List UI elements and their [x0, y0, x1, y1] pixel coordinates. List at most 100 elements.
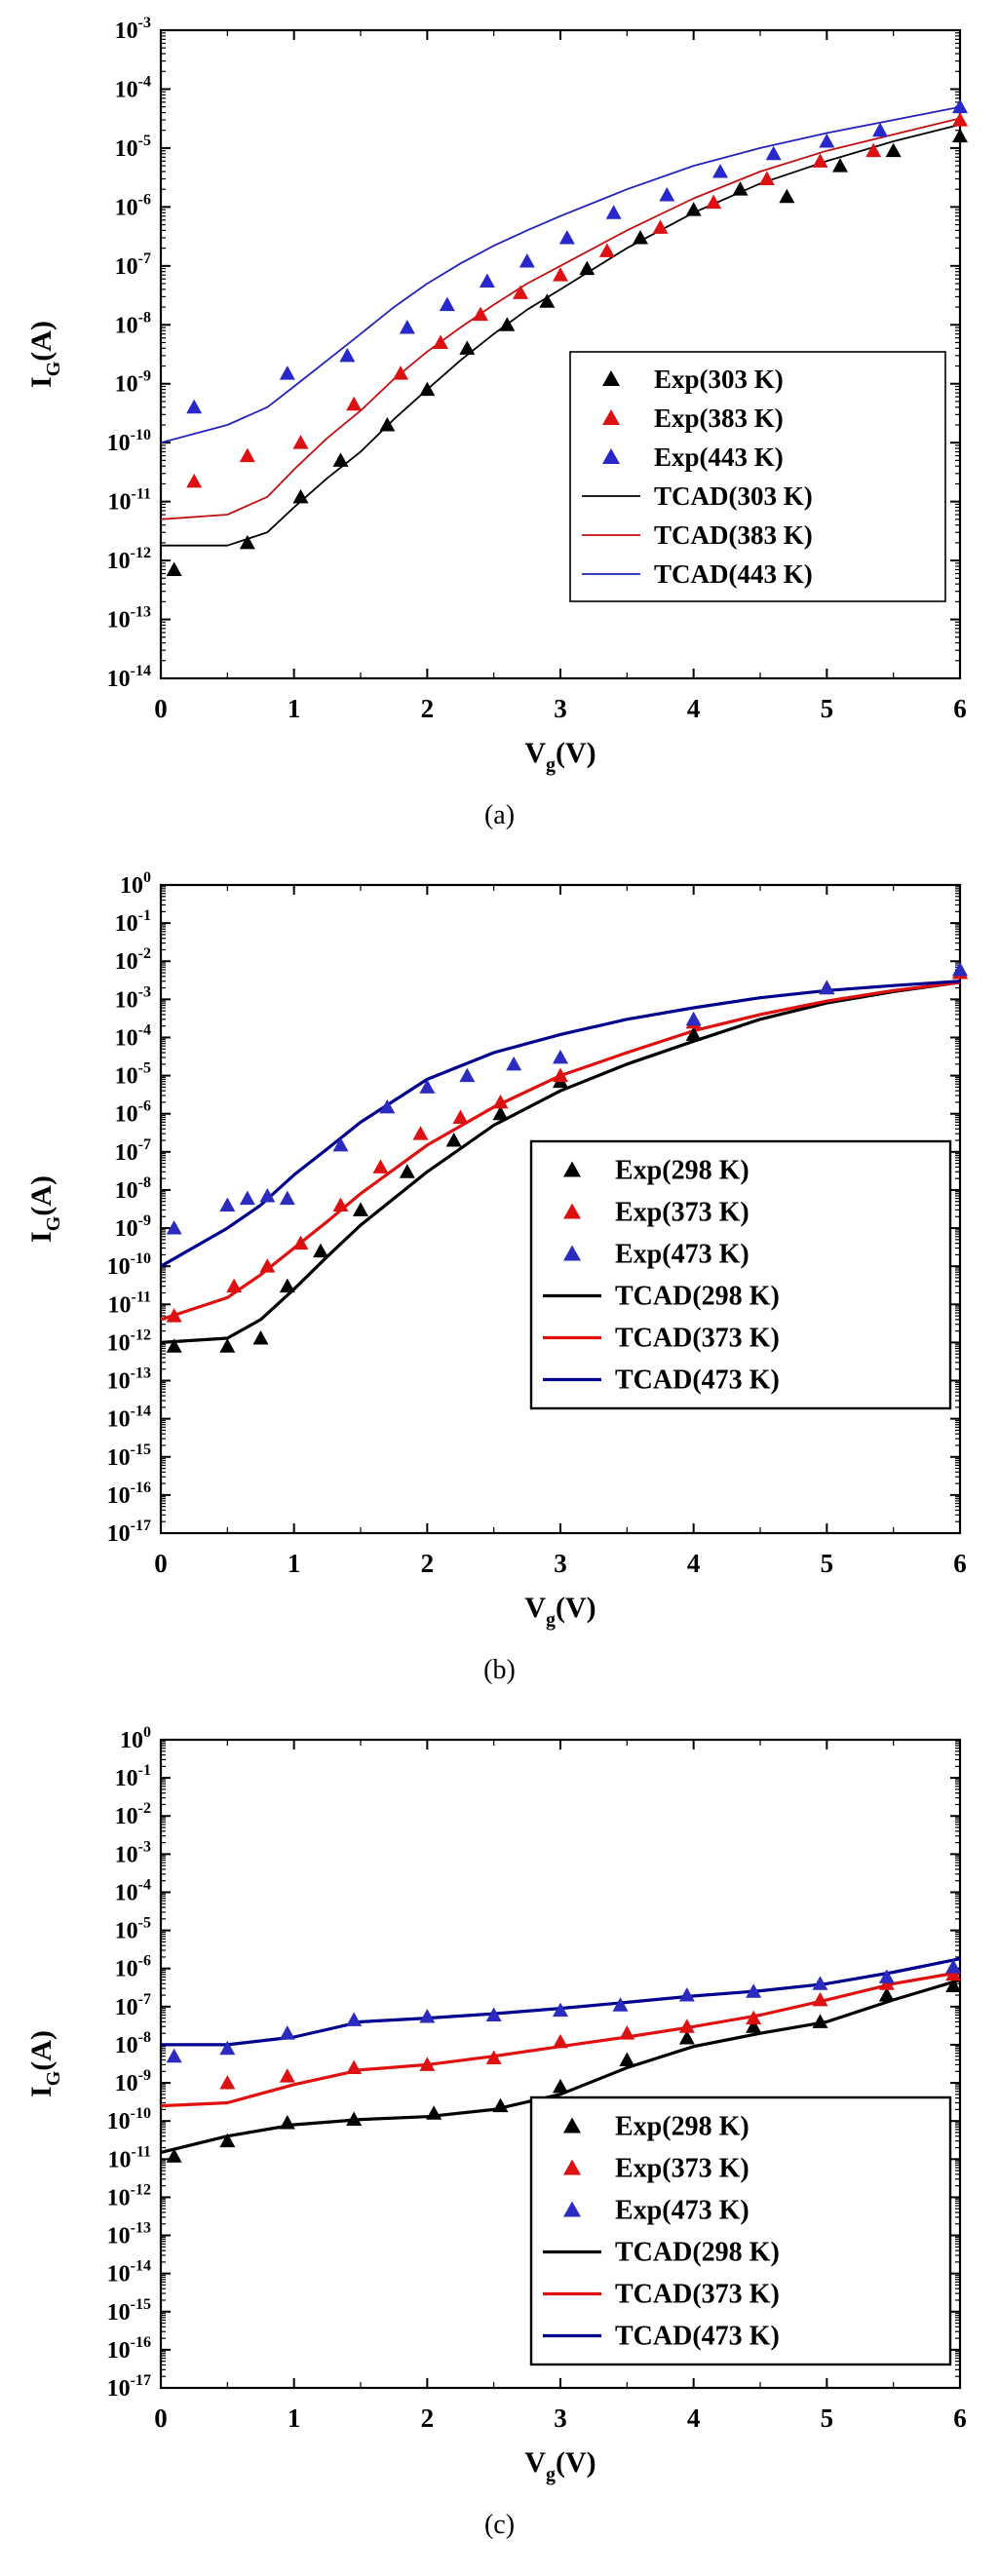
triangle-marker [553, 267, 568, 282]
y-tick-label: 10-6 [115, 1098, 151, 1128]
triangle-marker [186, 399, 203, 414]
y-tick-label: 10-14 [107, 663, 151, 692]
triangle-marker [553, 1049, 568, 1064]
axes: 10-310-410-510-610-710-810-910-1010-1110… [107, 15, 967, 723]
triangle-marker [219, 1197, 236, 1212]
y-tick-label: 10-12 [107, 2181, 151, 2211]
y-tick-label: 10-15 [107, 1442, 151, 1471]
x-tick-label: 0 [154, 1549, 168, 1578]
triangle-marker [166, 2048, 182, 2063]
triangle-marker [279, 365, 295, 380]
panel-c: 100 10-1 10-2 10-3 10-4 10-5 10-6 10-7 10-8 10-9 1… [0, 1715, 999, 2563]
y-tick-label: 10-7 [115, 1991, 151, 2020]
triangle-marker [379, 1098, 396, 1114]
legend-label: TCAD(298 K) [615, 1282, 780, 1312]
axes: 100 10-1 10-2 10-3 10-4 10-5 10-6 10-7 10-8 10-9 1… [107, 869, 967, 1578]
legend-triangle [563, 2117, 581, 2134]
triangle-marker [186, 473, 203, 488]
x-tick-label: 6 [953, 694, 967, 723]
triangle-marker [819, 980, 835, 995]
triangle-marker [332, 452, 349, 467]
x-tick-label: 2 [421, 694, 435, 723]
y-tick-label: 10-8 [115, 2029, 151, 2058]
legend-triangle [563, 1203, 581, 1219]
x-tick-label: 2 [421, 1549, 435, 1578]
triangle-marker [412, 1126, 429, 1140]
triangle-marker [612, 1997, 629, 2012]
axes: 100 10-1 10-2 10-3 10-4 10-5 10-6 10-7 10-8 10-9 1… [107, 1724, 967, 2433]
y-axis-label: IG(A) [25, 2030, 64, 2097]
triangle-marker [279, 2068, 295, 2083]
triangle-marker [292, 435, 309, 449]
triangle-marker [166, 1338, 182, 1353]
triangle-marker [553, 2033, 568, 2049]
chart-a: 10-310-410-510-610-710-810-910-1010-1110… [0, 6, 999, 786]
y-tick-label: 10-5 [115, 1060, 151, 1090]
triangle-marker [553, 1067, 568, 1083]
x-tick-label: 6 [953, 1549, 967, 1578]
triangle-marker [746, 2010, 762, 2025]
triangle-marker [239, 447, 255, 463]
y-tick-label: 10-5 [115, 1915, 151, 1944]
triangle-marker [252, 1329, 269, 1345]
x-tick-label: 2 [421, 2403, 435, 2433]
triangle-marker [259, 1258, 276, 1273]
y-tick-label: 10-6 [115, 1953, 151, 1982]
y-tick-label: 10-1 [115, 907, 151, 937]
legend-label: Exp(373 K) [615, 2154, 749, 2184]
triangle-marker [605, 205, 622, 219]
triangle-marker [765, 145, 782, 161]
triangle-marker [519, 253, 535, 268]
legend-label: TCAD(473 K) [615, 1365, 780, 1396]
triangle-marker [878, 1969, 895, 1983]
caption-a: (a) [483, 800, 516, 830]
x-axis-label: Vg(V) [524, 1592, 596, 1631]
legend: Exp(298 K) Exp(373 K) Exp(473 K) TCAD(298 K… [529, 1139, 952, 1410]
triangle-marker [492, 2097, 509, 2113]
y-tick-label: 10-17 [107, 2372, 151, 2402]
series-scatter-Exp(303 K) [166, 128, 968, 576]
x-axis-label: Vg(V) [524, 737, 596, 776]
legend: Exp(303 K) Exp(383 K) Exp(443 K) TCAD(303 K… [569, 351, 946, 602]
triangle-marker [832, 158, 848, 173]
triangle-marker [553, 2002, 568, 2018]
triangle-marker [558, 229, 575, 245]
triangle-marker [619, 2052, 635, 2067]
triangle-marker [812, 153, 828, 168]
y-axis-label: IG(A) [25, 321, 64, 388]
triangle-marker [439, 296, 455, 312]
y-tick-label: 100 [120, 869, 151, 899]
triangle-marker [279, 2025, 295, 2040]
triangle-marker [239, 534, 255, 550]
triangle-marker [945, 1966, 962, 1981]
triangle-marker [539, 293, 556, 308]
triangle-marker [758, 171, 775, 186]
series-line-TCAD(298 K) [160, 980, 961, 1344]
triangle-marker [952, 961, 968, 977]
x-tick-label: 4 [687, 694, 701, 723]
triangle-marker [732, 181, 749, 196]
y-tick-label: 10-16 [107, 2334, 151, 2364]
triangle-marker [459, 1067, 476, 1083]
triangle-marker [419, 2008, 436, 2023]
triangle-marker [553, 2078, 568, 2094]
legend-triangle [602, 409, 620, 425]
legend-label: TCAD(373 K) [615, 1324, 780, 1354]
triangle-marker [452, 1109, 469, 1124]
triangle-marker [166, 1308, 182, 1323]
triangle-marker [166, 2148, 182, 2163]
y-tick-label: 10-9 [115, 2067, 151, 2096]
y-tick-label: 10-13 [107, 1365, 151, 1395]
legend-triangle [563, 1245, 581, 1261]
triangle-marker [399, 1164, 415, 1178]
triangle-marker [685, 1011, 702, 1026]
legend-triangle [563, 1161, 581, 1177]
caption-b: (b) [483, 1655, 516, 1685]
triangle-marker [652, 219, 669, 234]
y-axis-label: IG(A) [25, 1175, 64, 1243]
triangle-marker [812, 2014, 828, 2028]
y-tick-label: 10-10 [107, 1250, 151, 1280]
x-tick-label: 4 [687, 1549, 701, 1578]
y-tick-label: 10-14 [107, 1403, 151, 1433]
series-scatter-Exp(373 K) [219, 1966, 962, 2090]
